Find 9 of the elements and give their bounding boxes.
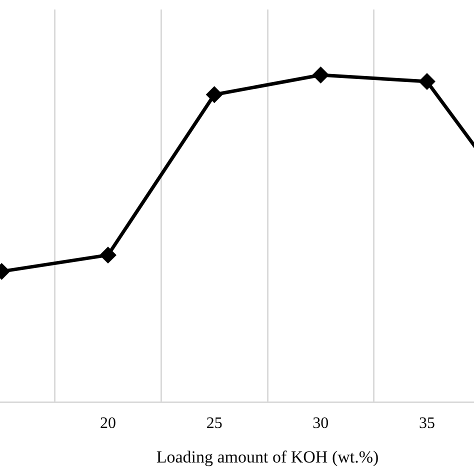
x-tick-label: 20: [100, 415, 116, 432]
x-tick-label: 35: [419, 415, 435, 432]
point: [100, 247, 116, 263]
point: [419, 74, 435, 90]
x-tick-label: 30: [312, 415, 329, 432]
point: [206, 86, 222, 102]
x-tick-label: 25: [206, 415, 222, 432]
x-axis-title: Loading amount of KOH (wt.%): [156, 447, 379, 466]
point: [312, 67, 328, 83]
